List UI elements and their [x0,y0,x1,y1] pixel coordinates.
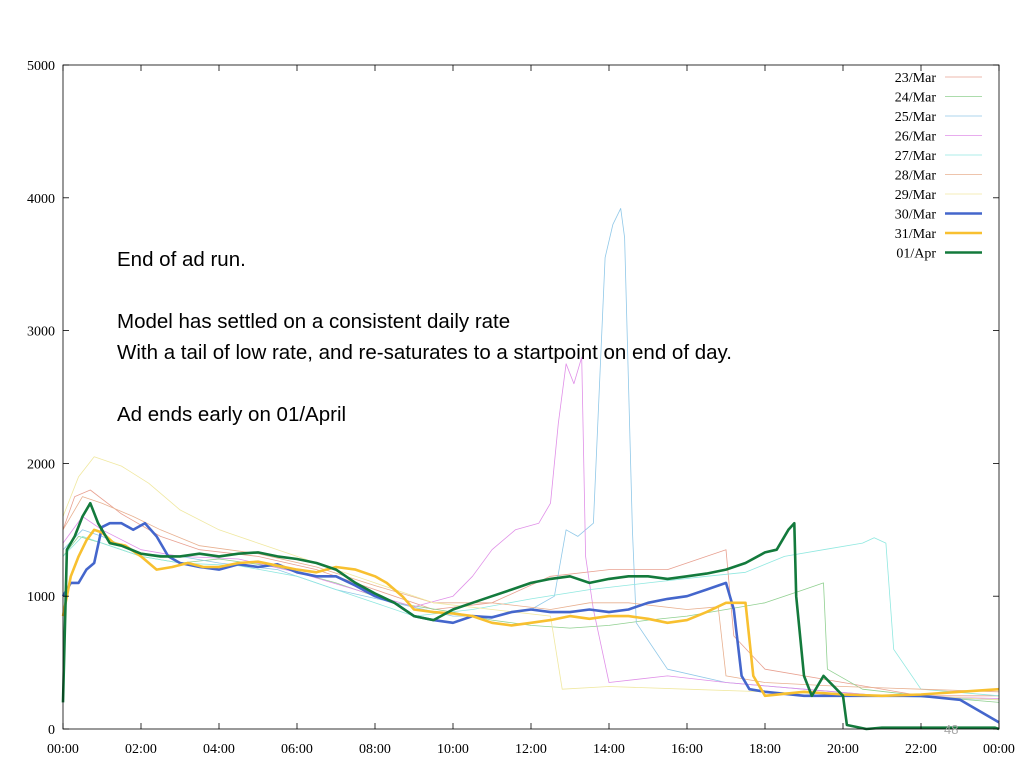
x-tick-label: 16:00 [671,742,703,757]
annotation-line-4: Ad ends early on 01/April [117,403,347,426]
x-tick-label: 00:00 [983,742,1015,757]
legend-label: 25/Mar [895,110,937,125]
legend-label: 28/Mar [895,169,937,184]
annotation-line-3: With a tail of low rate, and re-saturate… [117,341,732,364]
legend-label: 01/Apr [896,247,936,262]
legend-label: 24/Mar [895,91,937,106]
plot-border [62,64,1000,730]
x-tick-label: 22:00 [905,742,937,757]
legend-label: 30/Mar [895,208,937,223]
annotation-line-2: Model has settled on a consistent daily … [117,310,511,333]
x-tick-label: 14:00 [593,742,625,757]
series-line-27-mar [62,536,1000,697]
legend-label: 26/Mar [895,130,937,145]
series-line-01-apr [61,501,1000,731]
series-line-28-mar [62,496,1000,693]
y-tick-label: 3000 [27,325,55,340]
legend: 23/Mar 24/Mar 25/Mar 26/Mar 27/Mar 28/Mar 29/M… [895,71,982,262]
series-line-26-mar [62,356,1000,699]
axes: 00:00 02:00 04:00 06:00 08:00 10:00 12:00 14:00… [27,59,1015,757]
y-tick-label: 1000 [27,590,55,605]
legend-label: 31/Mar [895,227,937,242]
x-tick-label: 18:00 [749,742,781,757]
series-line-31-mar [61,528,1000,698]
series-line-24-mar [62,536,1000,703]
y-tick-label: 5000 [27,59,55,74]
x-tick-label: 12:00 [515,742,547,757]
x-tick-label: 04:00 [203,742,235,757]
y-tick-label: 4000 [27,192,55,207]
legend-label: 23/Mar [895,71,937,86]
series-line-23-mar [62,489,999,697]
y-tick-label: 0 [48,723,55,738]
x-tick-label: 20:00 [827,742,859,757]
y-tick-label: 2000 [27,457,55,472]
x-tick-label: 02:00 [125,742,157,757]
series-line-29-mar [62,456,1000,701]
x-tick-label: 08:00 [359,742,391,757]
series-line-25-mar [62,208,1000,701]
annotation-line-1: End of ad run. [117,248,246,271]
x-tick-label: 10:00 [437,742,469,757]
x-tick-label: 00:00 [47,742,79,757]
page-number: 48 [944,722,959,737]
legend-label: 27/Mar [895,149,937,164]
x-tick-label: 06:00 [281,742,313,757]
legend-label: 29/Mar [895,188,937,203]
plot-area [61,208,1000,731]
